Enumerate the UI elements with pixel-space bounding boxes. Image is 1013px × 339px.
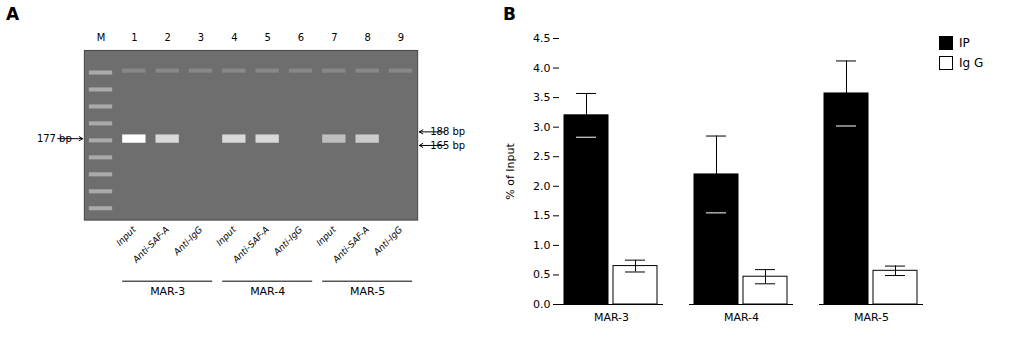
svg-text:Input: Input — [314, 224, 338, 248]
svg-text:MAR-3: MAR-3 — [150, 285, 185, 298]
svg-text:0.0: 0.0 — [533, 298, 551, 311]
svg-text:Anti-IgG: Anti-IgG — [271, 224, 305, 258]
svg-text:0.5: 0.5 — [533, 268, 551, 281]
svg-text:4.0: 4.0 — [533, 62, 551, 75]
svg-text:MAR-5: MAR-5 — [350, 285, 385, 298]
svg-text:Anti-SAF-A: Anti-SAF-A — [330, 224, 371, 265]
svg-text:Input: Input — [214, 224, 238, 248]
html-text:IP: IP — [959, 36, 970, 50]
svg-text:3: 3 — [198, 32, 204, 43]
svg-text:M: M — [97, 32, 106, 43]
svg-text:1: 1 — [131, 32, 137, 43]
svg-text:188 bp: 188 bp — [430, 126, 465, 137]
svg-text:5: 5 — [265, 32, 271, 43]
svg-text:2.0: 2.0 — [533, 180, 551, 193]
svg-text:MAR-4: MAR-4 — [250, 285, 285, 298]
svg-text:7: 7 — [331, 32, 337, 43]
svg-text:177 bp: 177 bp — [37, 133, 72, 144]
svg-text:Input: Input — [114, 224, 138, 248]
svg-text:Anti-IgG: Anti-IgG — [371, 224, 405, 258]
svg-text:2.5: 2.5 — [533, 150, 551, 163]
svg-text:Anti-SAF-A: Anti-SAF-A — [230, 224, 271, 265]
svg-text:Anti-IgG: Anti-IgG — [171, 224, 205, 258]
svg-text:3.5: 3.5 — [533, 91, 551, 104]
svg-text:1.5: 1.5 — [533, 209, 551, 222]
svg-text:MAR-3: MAR-3 — [594, 311, 629, 324]
svg-text:9: 9 — [398, 32, 404, 43]
html-text:B: B — [503, 4, 516, 24]
html-text:Ig G: Ig G — [959, 56, 984, 70]
svg-text:3.0: 3.0 — [533, 121, 551, 134]
svg-text:% of Input: % of Input — [504, 143, 517, 200]
svg-text:2: 2 — [165, 32, 171, 43]
svg-text:Anti-SAF-A: Anti-SAF-A — [130, 224, 171, 265]
svg-text:MAR-5: MAR-5 — [854, 311, 889, 324]
svg-text:8: 8 — [364, 32, 370, 43]
svg-text:4: 4 — [231, 32, 237, 43]
svg-text:MAR-4: MAR-4 — [724, 311, 759, 324]
svg-text:1.0: 1.0 — [533, 239, 551, 252]
html-text:A: A — [6, 4, 20, 24]
svg-text:165 bp: 165 bp — [430, 140, 465, 151]
svg-text:4.5: 4.5 — [533, 32, 551, 45]
svg-text:6: 6 — [298, 32, 304, 43]
